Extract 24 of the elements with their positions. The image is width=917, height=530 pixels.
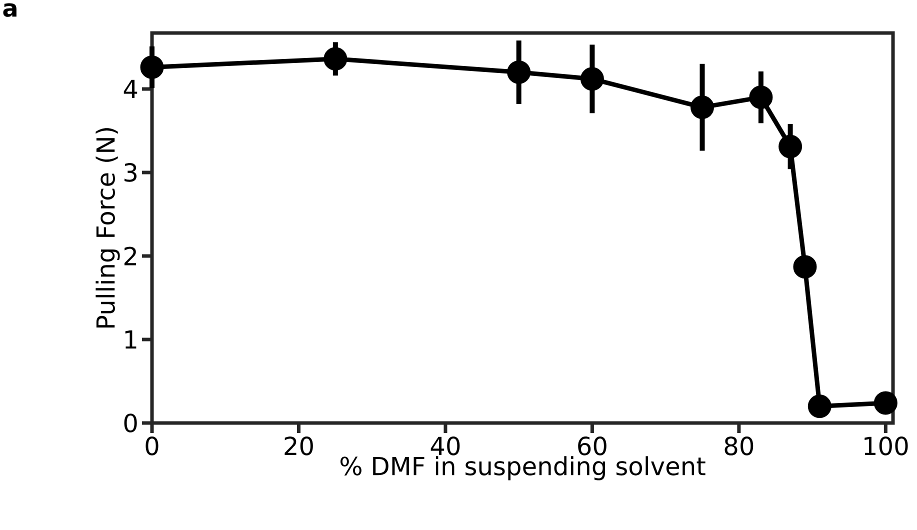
y-tick-label: 2	[124, 246, 136, 266]
x-tick-label: 80	[724, 436, 754, 456]
point	[793, 255, 817, 279]
point	[874, 391, 898, 415]
point	[580, 67, 604, 91]
x-tick-label: 20	[284, 436, 313, 456]
y-tick-label: 3	[124, 163, 137, 182]
x-axis-title: % DMF in suspending solvent	[340, 456, 706, 480]
point	[140, 55, 164, 79]
x-tick-label: 100	[864, 436, 908, 456]
point	[749, 86, 773, 110]
point	[507, 60, 531, 84]
y-tick-label: 0	[124, 414, 137, 432]
y-tick-label: 1	[125, 330, 136, 349]
x-tick-label: 60	[578, 436, 606, 456]
point	[808, 394, 832, 418]
point	[324, 47, 348, 71]
text: a	[3, 3, 16, 17]
y-axis-title: Pulling Force (N)	[96, 128, 120, 328]
y-tick-label: 4	[124, 80, 138, 98]
x-tick-label: 40	[430, 436, 460, 456]
point	[778, 134, 802, 158]
x-tick-label: 0	[146, 436, 158, 456]
point	[690, 96, 714, 120]
